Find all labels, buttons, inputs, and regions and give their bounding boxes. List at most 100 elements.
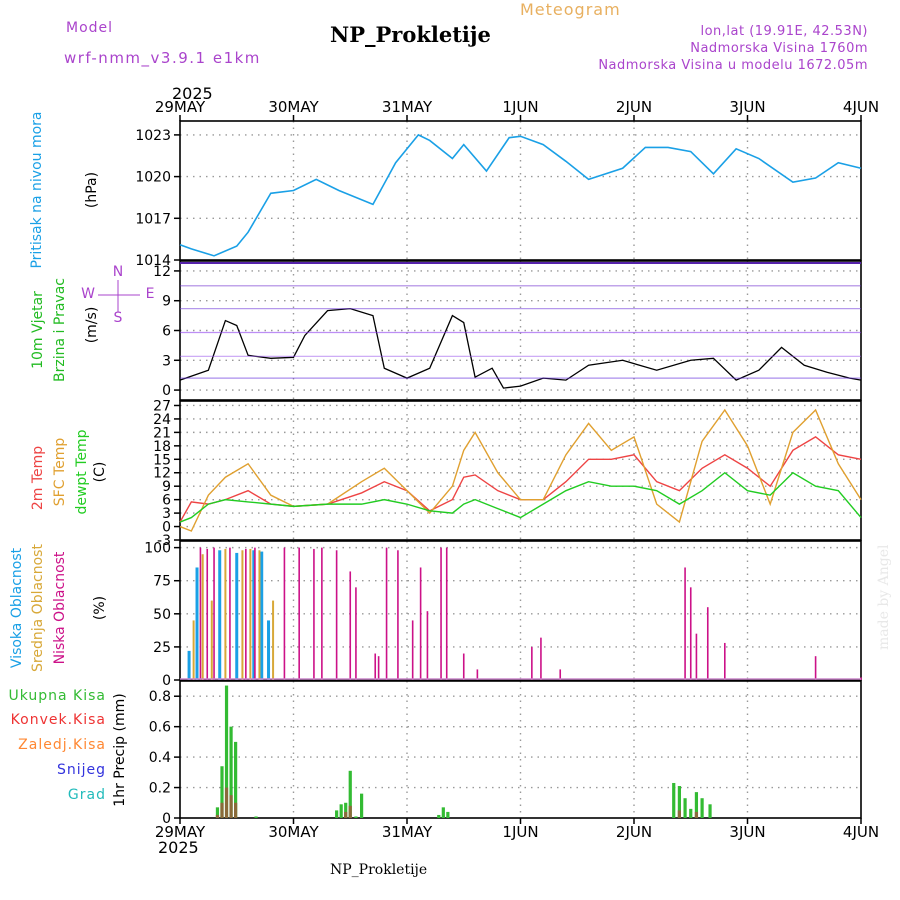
cloud-low-bar [313,548,315,680]
cloud-low-ylabel: Niska Oblacnost [52,551,68,664]
y-tick-label: 21 [153,425,171,441]
temp2m-ylabel: 2m Temp [30,446,46,510]
cloud-low-bar [397,550,399,680]
date-label-bottom: 4JUN [843,823,879,841]
cloud-low-bar [349,571,352,680]
y-tick-label: 25 [153,640,171,656]
precip-total-bar [354,816,358,818]
y-tick-label: 0.8 [149,689,171,705]
precip-total-bar [234,741,238,818]
cloud-mid-ylabel: Srednja Oblacnost [30,544,46,672]
y-tick-label: 12 [153,466,171,482]
y-tick-label: 3 [162,506,171,522]
panel-frame [179,400,862,541]
date-label-bottom: 3JUN [729,823,765,841]
cloud-low-bar [531,646,533,680]
y-tick-label: 0 [162,673,171,689]
cloud-high-bar [260,551,264,680]
cloud-low-bar [213,547,215,680]
cloud-high-ylabel: Visoka Oblacnost [9,547,25,668]
lonlat-label: lon,lat (19.91E, 42.53N) [700,24,868,39]
date-label-bottom: 30MAY [268,823,319,841]
cloud-unit-label: (%) [92,596,108,620]
precip-unit-label: 1hr Precip (mm) [112,693,128,806]
precip-convective-bar [224,787,229,818]
panel-frame [179,540,862,681]
precip-total-bar [224,685,229,818]
precip-total-bar [254,816,258,818]
precip-convective-bar [215,814,220,818]
pressure-unit-label: (hPa) [84,172,100,208]
watermark: made by Angel [876,544,892,651]
cloud-low-bar [321,547,323,680]
cloud-low-bar [706,607,709,680]
meteogram-label: Meteogram [520,0,621,19]
cloud-low-bar [440,547,442,680]
model-label: Model [66,20,114,36]
cloud-low-bar [476,669,479,680]
y-tick-label: 50 [153,607,171,623]
y-tick-label: 24 [153,412,171,428]
altitude-label: Nadmorska Visina 1760m [690,41,868,56]
precip-convective-bar [229,795,233,818]
y-tick-label: 100 [144,541,171,557]
cloud-low-bar [199,547,202,680]
date-label-top: 30MAY [268,98,319,116]
cloud-mid-bar [241,550,244,680]
year-top: 2025 [172,84,213,103]
legend-snow: Snijeg [57,762,106,778]
cloud-low-bar [335,550,338,680]
precip-total-bar [677,786,681,818]
precip-total-bar [437,814,441,818]
y-tick-label: 9 [162,294,171,310]
precip-total-bar [220,766,224,818]
legend-frozen-rain: Zaledj.Kisa [18,737,106,753]
temp-dewpoint-line [179,471,862,523]
cloud-low-bar [724,642,726,680]
y-tick-label: 0 [162,811,171,827]
footer-station: NP_Prokletije [330,862,428,878]
wind-unit-label: (m/s) [84,307,100,344]
cloud-low-bar [229,547,231,680]
y-tick-label: 18 [153,439,171,455]
date-label-top: 2JUN [616,98,652,116]
date-label-top: 29MAY [155,98,206,116]
cloud-low-bar [559,669,562,680]
precip-total-bar [229,726,233,818]
cloud-low-bar [695,633,698,680]
wind-ylabel: 10m Vjetar [30,291,46,369]
precip-convective-bar [677,810,681,818]
y-tick-label: 6 [162,493,171,509]
cloud-mid-bar [201,554,204,680]
precip-total-bar [694,792,699,818]
cloud-mid-bar [249,548,252,680]
pressure-line [179,133,862,257]
precip-convective-bar [344,811,348,818]
precip-total-bar [348,770,352,818]
precip-total-bar [335,810,339,818]
y-tick-label: 1023 [135,128,171,144]
precip-convective-bar [220,802,224,818]
legend-hail: Grad [68,787,106,803]
date-label-top: 1JUN [502,98,538,116]
cloud-low-bar [684,567,686,680]
y-tick-label: 75 [153,574,171,590]
y-tick-label: 0.6 [149,720,171,736]
cloud-mid-bar [272,600,275,680]
cloud-high-bar [195,567,199,680]
y-tick-label: 0.2 [149,781,171,797]
cloud-low-bar [426,611,429,680]
cloud-low-bar [540,637,542,680]
compass-north: N [113,264,123,280]
cloud-low-bar [355,587,357,680]
cloud-low-bar [419,567,422,680]
y-tick-label: -3 [157,533,171,549]
date-label-top: 4JUN [843,98,879,116]
y-tick-label: 1014 [135,253,171,269]
date-label-bottom: 31MAY [382,823,433,841]
compass-south: S [114,310,123,326]
cloud-low-bar [689,587,692,680]
cloud-mid-bar [192,620,195,680]
compass-east: E [146,286,155,302]
